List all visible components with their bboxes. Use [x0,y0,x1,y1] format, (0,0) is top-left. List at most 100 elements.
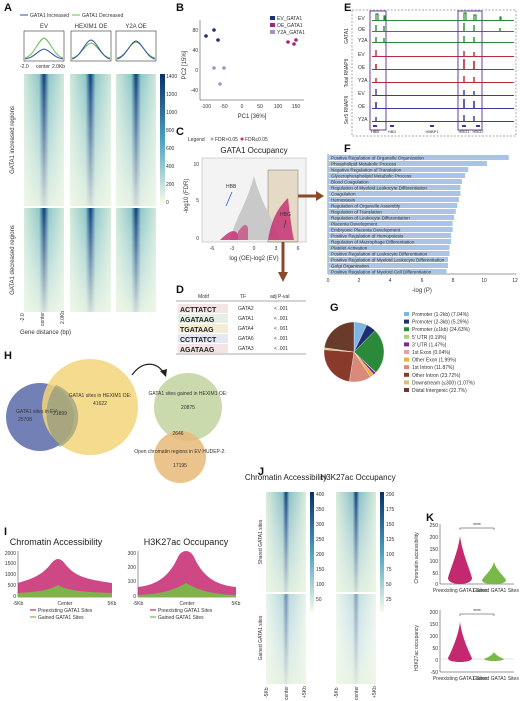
track-group: GATA1 [344,28,350,44]
cb-tick: 600 [166,146,175,152]
go-term-label: Regulation of Myeloid Leukocyte Differen… [331,185,427,190]
f-xtick: 0 [327,278,330,284]
j-xtick: -5Kb [264,687,270,698]
svg-text:ACTTATCT: ACTTATCT [180,307,217,314]
go-term-label: Platelet Activation [331,245,368,250]
venn-left-label: GATA1 sites in EV: [16,409,58,415]
profile-xtick-left: -2.0 [20,64,29,70]
go-bar [328,167,469,172]
f-xtick: 6 [421,278,424,284]
venn-open-label: Open chromatin regions in EV HUDEP-2: [134,449,225,455]
k-ylabel: H3K27ac occupancy [414,625,420,671]
i-xtick: 5Kb [232,601,241,607]
motif-tf: GATA6 [238,336,254,342]
legend-decreased: GATA1 Decreased [82,13,123,19]
k-ytick: 200 [430,535,439,541]
i-legend: Gained GATA1 Sites [38,615,84,621]
go-bar [328,203,458,208]
profile-hexim [70,30,112,62]
venn-right-value: 41622 [93,401,107,407]
f-xtick: 8 [452,278,455,284]
go-term-label: Hemostasis [331,197,356,202]
k-cat: Gained GATA1 Sites [473,676,519,682]
k-ytick: 150 [430,547,439,553]
profile-xtick-center: center [36,64,50,70]
panel-label-e: E [344,2,352,14]
motif-logos: ACTTATCT AGATAAG TGATAAG CCTTATCT AGATAA… [178,304,228,354]
panel-label-i: I [4,526,8,538]
motif-tf: GATA2 [238,306,254,312]
pca-xlabel: PC1 [36%] [238,114,267,120]
volcano-ytick: 5 [196,198,199,204]
motif-pval: < .001 [274,306,288,312]
go-bar [328,197,459,202]
panel-label-f: F [344,143,351,155]
pca-ytick: 80 [192,28,198,34]
venn-right-label: GATA1 sites in HEXIM1 OE: [69,393,132,399]
panel-label-a: A [4,2,12,14]
k-violin-pre [448,622,472,662]
volcano-annot-hbg: HBG [280,212,291,218]
venn-gained [154,373,222,441]
panel-h: GATA1 sites in EV: 25708 21899 GATA1 sit… [6,359,228,483]
svg-text:AGATAAG: AGATAAG [180,347,215,354]
pie-legend-label: Other Exon (1.99%) [412,358,457,364]
pie-legend-swatch [404,365,409,370]
volcano-xtick: 0 [253,246,256,252]
go-term-label: Coagulation [331,191,356,196]
go-term-label: Regulation of Macrophage Differentiation [331,239,415,244]
go-term-label: Positive Regulation of Leukocyte Differe… [331,251,428,256]
j-cb2: 100 [386,552,395,558]
gene-label: HBB [371,129,380,134]
j-xtick: center [284,686,290,700]
legend-increased: GATA1 Increased [30,13,69,19]
pca-legend: OE_GATA1 [277,23,303,29]
pie-legend-label: Downstream (≤300) (1.07%) [412,380,475,386]
gene-label: HBG1 [459,129,471,134]
f-xtick: 4 [389,278,392,284]
cb-tick: 800 [166,128,175,134]
pie-legend-label: 1st Exon (0.04%) [412,350,451,356]
track-label: Y2A [358,38,368,44]
panel-label-j: J [258,466,265,478]
motif-pval: < .001 [274,326,288,332]
venn-open [154,431,206,483]
go-term-label: Regulation of Leukocyte Differentiation [331,215,410,220]
svg-text:CCTTATCT: CCTTATCT [180,337,217,344]
j-row-label: Gained GATA1 sites [258,615,264,660]
track-signals [372,12,514,122]
k-sig: **** [473,609,481,615]
pie-legend-label: 3' UTR (1.47%) [412,342,447,348]
k-violin-gained [484,652,504,661]
highlight-hbb [369,10,387,131]
k-ytick: 0 [435,582,438,588]
k-ytick: 0 [435,658,438,664]
pie-legend-swatch [404,327,409,332]
panel-e: GATA1 Total RNAPII Ser5 RNAPII EV OE Y2A… [344,9,517,137]
track-label: EV [358,91,365,97]
pie-legend-swatch [404,388,409,392]
track-label: OE [358,27,366,33]
volcano-xlabel: log (OE)-log2 (EV) [229,256,278,262]
pie-legend-label: Promoter (1-2kb) (7.04%) [412,312,469,318]
volcano-legend-title: Legend [188,137,205,143]
i-title: H3K27ac Occupancy [144,537,229,547]
pie-legend-label: 1st Intron (11.87%) [412,365,454,371]
go-term-label: Embryonic Placenta Development [331,227,401,232]
volcano-ylabel: -log10 (FDR) [184,179,190,214]
k-cat: Gained GATA1 Sites [473,588,519,594]
j-cb2: 175 [386,507,395,513]
j-title: H3K27ac Occupancy [320,473,395,482]
panel-label-b: B [176,2,184,14]
track-label: EV [358,52,365,58]
cb-tick: 1400 [166,74,177,80]
motif-tf: GATA1 [238,316,254,322]
profile-xtick-right: 2.0Kb [52,64,65,70]
profile-y2a [115,30,157,62]
k-ytick: 50 [432,571,438,577]
pca-ytick: 40 [192,48,198,54]
venn-overlap: 21899 [53,411,67,417]
panel-label-c: C [176,126,184,138]
go-term-label: Positive Regulation of Organelle Organiz… [331,155,424,160]
go-bar [328,209,456,214]
